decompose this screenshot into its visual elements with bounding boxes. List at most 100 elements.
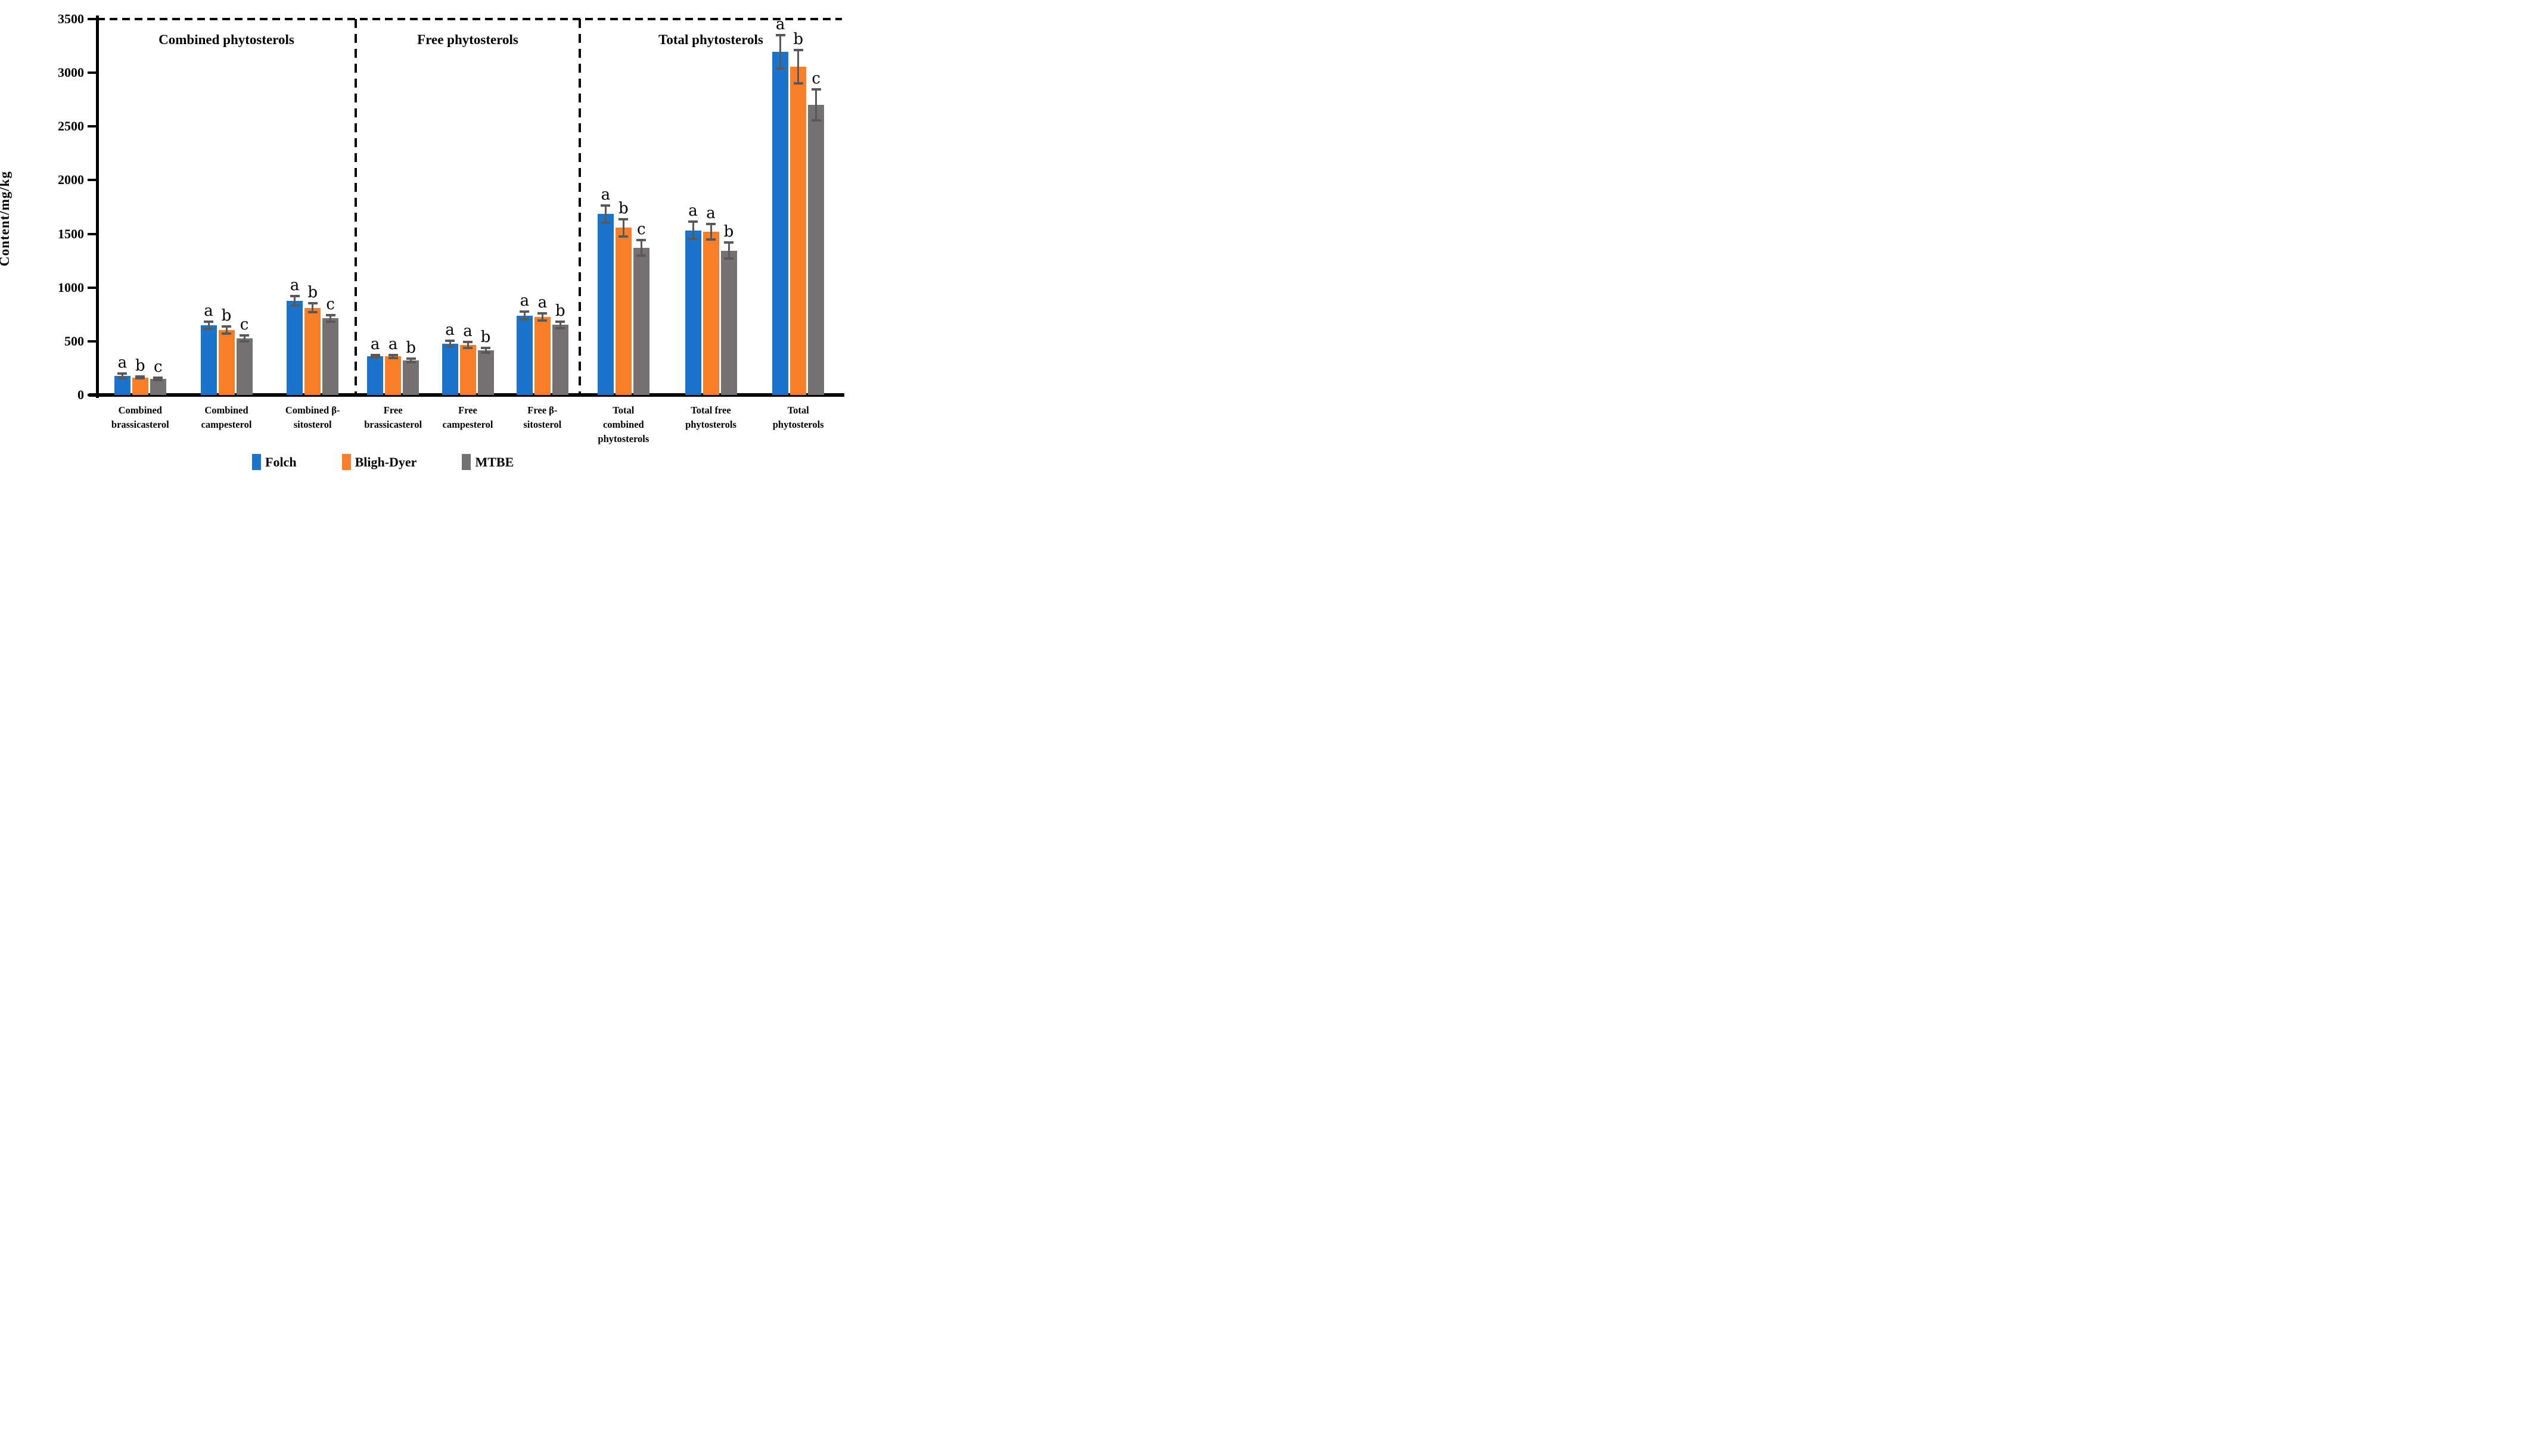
error-bar-bottom-cap — [688, 238, 698, 241]
error-bar-bottom-cap — [445, 345, 455, 348]
error-bar-bottom-cap — [406, 361, 416, 364]
bar — [132, 377, 148, 395]
x-axis-label-line: Combined — [204, 405, 248, 416]
bar-chart-figure: Content/mg/kg 0 500 1000 1500 2000 2500 3000 35… — [0, 0, 844, 486]
y-axis-tick — [88, 179, 97, 182]
significance-letter: a — [537, 294, 548, 312]
x-axis-label-line: Total — [613, 405, 635, 416]
error-bar-line — [484, 348, 487, 353]
section-title: Total phytosterols — [658, 32, 763, 47]
x-axis-label: Combined brassicasterol — [89, 403, 191, 432]
legend: Folch Bligh-Dyer MTBE — [97, 454, 842, 470]
error-bar-bottom-cap — [481, 351, 490, 354]
x-axis-label-line: phytosterols — [685, 418, 736, 430]
y-axis-tick — [88, 286, 97, 289]
x-axis-label: Free brassicasterol — [343, 403, 444, 432]
error-bar-line — [121, 373, 123, 378]
error-bar-line — [312, 303, 314, 313]
error-bar-line — [559, 321, 561, 329]
y-axis-tick — [88, 71, 97, 74]
error-bar-top-cap — [135, 375, 145, 378]
error-bar-bottom-cap — [135, 377, 145, 380]
y-tick-label: 1000 — [58, 279, 84, 295]
bar — [403, 360, 419, 395]
y-tick-label: 500 — [64, 333, 84, 349]
legend-label: MTBE — [475, 454, 514, 469]
x-axis-label-line: Free — [458, 405, 477, 416]
error-bar-bottom-cap — [117, 377, 128, 379]
error-bar-top-cap — [325, 313, 335, 316]
error-bar-line — [374, 354, 377, 357]
error-bar-line — [392, 354, 394, 358]
error-bar-bottom-cap — [811, 119, 821, 122]
bar — [534, 317, 551, 395]
error-bar-top-cap — [222, 325, 231, 328]
bar — [703, 231, 719, 395]
significance-letter: a — [290, 276, 300, 295]
error-bar-bottom-cap — [520, 318, 530, 321]
error-bar-top-cap — [445, 339, 455, 342]
significance-letter: a — [388, 335, 398, 353]
error-bar-line — [815, 89, 818, 121]
error-bar-line — [622, 219, 624, 237]
error-bar-top-cap — [481, 347, 490, 350]
error-bar-top-cap — [601, 204, 611, 207]
section-separator-dashed-line — [579, 19, 581, 395]
significance-letter: b — [793, 30, 803, 48]
error-bar-bottom-cap — [240, 340, 249, 343]
legend-item: Bligh-Dyer — [341, 454, 417, 470]
error-bar-line — [710, 223, 712, 240]
bar — [615, 228, 632, 395]
error-bar-bottom-cap — [724, 257, 734, 260]
legend-label: Bligh-Dyer — [355, 454, 417, 469]
x-axis-label: Combined β-sitosterol — [262, 403, 363, 432]
error-bar-line — [640, 240, 642, 256]
y-axis-title: Content/mg/kg — [0, 171, 12, 266]
bar — [218, 329, 235, 395]
error-bar-top-cap — [153, 377, 163, 379]
error-bar-top-cap — [307, 302, 318, 305]
y-axis-tick — [88, 394, 97, 396]
legend-color-swatch — [341, 454, 351, 470]
bar — [236, 338, 253, 395]
x-axis-label-line: Combined β- — [285, 405, 340, 416]
error-bar-top-cap — [724, 241, 734, 244]
error-bar-line — [692, 222, 694, 239]
x-axis-label: Free β-sitosterol — [492, 403, 593, 432]
bar — [477, 350, 494, 395]
error-bar-top-cap — [811, 88, 821, 91]
x-axis-label-line: brassicasterol — [111, 418, 169, 430]
x-axis-label-line: Total free — [691, 405, 731, 416]
error-bar-top-cap — [520, 310, 530, 313]
error-bar-line — [243, 335, 245, 341]
error-bar-top-cap — [290, 295, 300, 298]
legend-label: Folch — [265, 454, 297, 469]
error-bar-bottom-cap — [222, 332, 231, 335]
bar — [322, 318, 339, 395]
error-bar-top-cap — [555, 320, 565, 323]
error-bar-bottom-cap — [463, 346, 473, 349]
x-axis-label-line: phytosterols — [772, 418, 824, 430]
significance-letter: a — [520, 291, 530, 310]
error-bar-top-cap — [537, 312, 548, 315]
error-bar-top-cap — [117, 372, 128, 375]
significance-letter: a — [445, 321, 455, 339]
x-axis-label-line: brassicasterol — [364, 418, 422, 430]
significance-letter: c — [326, 295, 335, 313]
x-axis-label-line: sitosterol — [523, 418, 562, 430]
bar — [597, 214, 614, 395]
x-axis-line — [89, 393, 844, 397]
x-axis-label-line: campesterol — [201, 418, 252, 430]
significance-letter: a — [775, 15, 785, 34]
error-bar-top-cap — [688, 220, 698, 223]
y-axis-tick — [88, 232, 97, 235]
error-bar-bottom-cap — [793, 82, 803, 85]
bar — [442, 343, 458, 395]
significance-letter: a — [601, 185, 611, 204]
error-bar-bottom-cap — [619, 235, 629, 238]
error-bar-top-cap — [706, 222, 716, 225]
x-axis-label: Free campesterol — [417, 403, 518, 432]
x-axis-label-line: combined — [602, 418, 644, 430]
section-title: Combined phytosterols — [158, 32, 294, 47]
bar — [150, 379, 166, 395]
